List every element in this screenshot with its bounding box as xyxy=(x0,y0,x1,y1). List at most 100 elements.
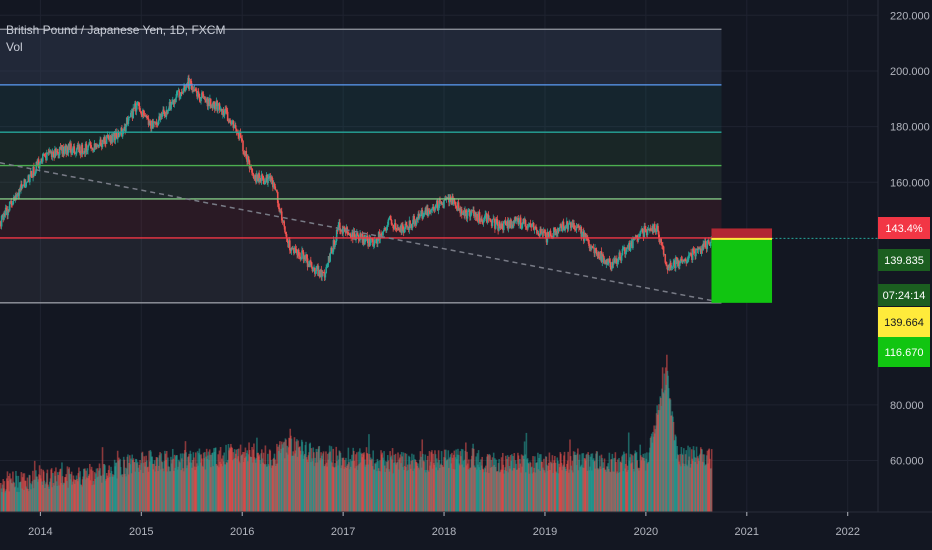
candle-body xyxy=(142,109,145,116)
candle-body xyxy=(450,199,453,205)
candle-body xyxy=(378,232,381,240)
candle-body xyxy=(201,92,203,97)
candle-body xyxy=(117,132,120,137)
candle-body xyxy=(456,206,458,211)
candle-body xyxy=(653,224,655,233)
candle-body xyxy=(180,92,182,96)
candle-body xyxy=(664,254,667,263)
candle-body xyxy=(184,85,186,91)
candle-body xyxy=(433,208,436,211)
candle-body xyxy=(75,153,77,155)
candle-body xyxy=(170,103,172,110)
candle-body xyxy=(342,227,344,234)
candle-body xyxy=(649,228,651,231)
candle-body xyxy=(700,248,703,254)
candle-body xyxy=(247,156,249,162)
candle-body xyxy=(523,219,526,224)
candle-body xyxy=(570,223,573,228)
candle-body xyxy=(694,251,696,257)
candle-body xyxy=(670,266,673,268)
candle-body xyxy=(663,254,666,256)
volume-indicator-label[interactable]: Vol xyxy=(6,40,23,54)
candle-body xyxy=(100,139,102,146)
candle-body xyxy=(401,224,403,233)
candle-body xyxy=(226,109,228,112)
candle-body xyxy=(143,115,146,116)
horizontal-levels[interactable] xyxy=(0,28,722,304)
candle-body xyxy=(168,102,171,109)
candle-body xyxy=(297,249,300,256)
candle-body xyxy=(554,228,557,236)
candle-body xyxy=(608,258,611,263)
candle-body xyxy=(25,182,27,188)
stop-loss-zone[interactable] xyxy=(711,228,773,239)
candle-body xyxy=(492,218,495,220)
candle-body xyxy=(178,90,181,98)
candle-body xyxy=(154,121,156,124)
level-band xyxy=(0,198,722,238)
candle-body xyxy=(581,232,583,237)
candle-body xyxy=(537,233,540,236)
candle-body xyxy=(440,202,442,203)
candle-body xyxy=(614,258,616,264)
candle-body xyxy=(315,266,318,272)
time-axis-area[interactable] xyxy=(0,512,932,550)
candle-body xyxy=(517,218,520,225)
candle-body xyxy=(708,243,711,246)
candle-body xyxy=(234,125,237,129)
candle-body xyxy=(473,212,476,217)
candle-body xyxy=(71,148,74,153)
candle-body xyxy=(661,245,663,246)
candle-body xyxy=(392,225,394,229)
candle-body xyxy=(613,258,616,262)
candle-body xyxy=(451,196,453,205)
candle-body xyxy=(176,91,178,98)
candle-body xyxy=(211,104,214,109)
symbol-title[interactable]: British Pound / Japanese Yen, 1D, FXCM xyxy=(6,23,226,37)
candle-body xyxy=(590,247,592,249)
candle-body xyxy=(261,174,264,176)
candle-body xyxy=(368,238,370,247)
candle-body xyxy=(238,135,240,138)
candle-body xyxy=(107,134,109,138)
candle-body xyxy=(16,196,18,200)
candle-body xyxy=(240,137,243,139)
candle-body xyxy=(76,144,79,149)
candle-body xyxy=(529,223,532,226)
price-tick-label: 200.000 xyxy=(890,66,930,78)
candle-body xyxy=(583,232,586,241)
candle-body xyxy=(330,247,332,254)
candle-body xyxy=(197,91,200,94)
candle-body xyxy=(54,148,57,156)
candle-body xyxy=(545,237,548,243)
candle-body xyxy=(230,121,233,125)
candle-body xyxy=(452,199,455,204)
dashed-trendline[interactable] xyxy=(0,162,712,302)
candle-body xyxy=(395,228,398,229)
candle-body xyxy=(708,240,710,244)
candle-body xyxy=(566,221,569,230)
candle-body xyxy=(621,248,624,256)
candle-body xyxy=(29,171,32,175)
candle-body xyxy=(301,250,303,259)
candle-body xyxy=(555,230,558,236)
candle-body xyxy=(624,251,627,254)
take-profit-zone[interactable] xyxy=(711,238,773,303)
candle-body xyxy=(686,260,688,264)
candle-body xyxy=(48,150,51,154)
candle-body xyxy=(506,220,508,226)
candle-body xyxy=(618,252,621,260)
candle-body xyxy=(507,220,509,229)
candle-body xyxy=(481,218,483,221)
trendline[interactable] xyxy=(0,162,712,302)
candle-body xyxy=(191,85,193,91)
price-axis-ticks: 220.000 200.000 180.000 160.000 80.000 60.000 xyxy=(890,10,930,467)
time-tick-label: 2020 xyxy=(634,526,658,538)
short-position-tool[interactable] xyxy=(711,228,878,303)
candle-body xyxy=(334,244,336,247)
candle-body xyxy=(444,199,447,201)
target-badge xyxy=(878,337,930,367)
candle-body xyxy=(536,233,539,235)
candle-body xyxy=(658,238,661,243)
